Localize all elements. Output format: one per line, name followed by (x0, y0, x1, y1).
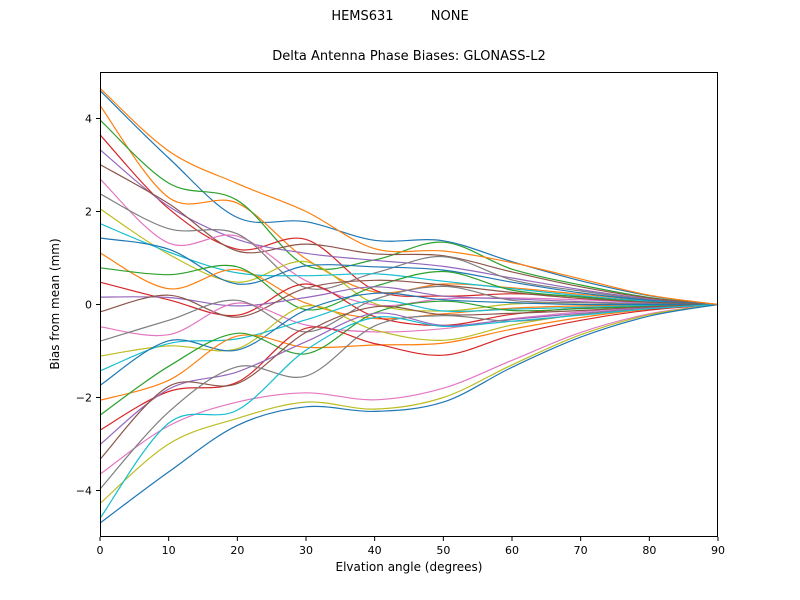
chart-title: Delta Antenna Phase Biases: GLONASS-L2 (272, 49, 546, 64)
x-tick-label: 50 (436, 544, 450, 557)
y-tick-label: −2 (76, 392, 92, 405)
series-line (99, 163, 719, 306)
y-tick-label: 4 (85, 113, 92, 126)
series-line (99, 303, 719, 460)
y-tick-label: −4 (76, 485, 92, 498)
series-line (99, 105, 719, 306)
series-line (99, 303, 719, 519)
x-tick-label: 40 (368, 544, 382, 557)
series-line (99, 90, 719, 306)
series-line (99, 223, 719, 306)
x-tick-label: 80 (642, 544, 656, 557)
series-line (99, 292, 718, 386)
series-line (99, 264, 719, 311)
series-line (99, 178, 719, 307)
x-tick-label: 20 (230, 544, 244, 557)
series-line (99, 87, 719, 306)
figure-suptitle: HEMS631 NONE (331, 9, 469, 24)
series-line (99, 303, 719, 401)
axes-spines (100, 72, 718, 537)
plot-canvas: 0 10 20 30 40 50 60 70 80 90 −4 −2 0 2 4 (76, 72, 725, 557)
series-line (99, 134, 719, 306)
series-line (99, 149, 719, 306)
x-tick-label: 90 (711, 544, 725, 557)
x-axis-label: Elvation angle (degrees) (335, 560, 483, 574)
series-line (99, 285, 719, 342)
series-line (99, 303, 719, 504)
y-tick-label: 0 (85, 299, 92, 312)
x-tick-label: 30 (299, 544, 313, 557)
x-tick-label: 60 (505, 544, 519, 557)
series-line (99, 303, 719, 524)
series-line (99, 303, 719, 475)
series-line (99, 300, 719, 416)
x-tick-label: 0 (97, 544, 104, 557)
y-tick-label: 2 (85, 206, 92, 219)
series-line (99, 193, 719, 306)
x-tick-label: 10 (162, 544, 176, 557)
y-axis-label: Bias from mean (mm) (48, 238, 62, 370)
series-line (99, 303, 719, 445)
series-line (99, 303, 719, 431)
x-tick-label: 70 (574, 544, 588, 557)
